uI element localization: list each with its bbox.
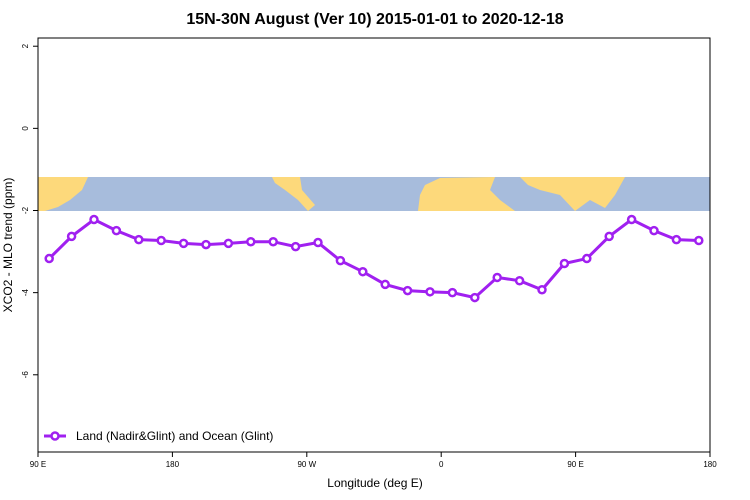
plot-frame	[37, 37, 711, 453]
x-tick-label: 90 E	[30, 460, 46, 469]
map-band	[38, 177, 710, 211]
data-point	[134, 234, 144, 245]
y-tick-label: -6	[21, 371, 30, 379]
data-point	[514, 275, 525, 286]
data-point	[380, 279, 390, 290]
x-tick-label: 90 E	[567, 460, 583, 469]
data-point	[604, 231, 614, 242]
data-point	[246, 236, 256, 247]
data-point	[178, 238, 189, 249]
chart-title: 15N-30N August (Ver 10) 2015-01-01 to 20…	[186, 11, 563, 28]
data-point	[559, 258, 570, 269]
data-point	[402, 285, 413, 296]
data-point	[492, 272, 502, 283]
y-tick-label: -4	[21, 289, 30, 297]
y-tick-label: 0	[21, 126, 30, 131]
data-point	[425, 287, 435, 297]
data-point	[649, 225, 659, 236]
y-tick-label: -2	[21, 206, 30, 214]
data-point	[626, 214, 637, 225]
data-point	[537, 285, 547, 295]
data-point	[44, 253, 54, 264]
data-point	[268, 236, 278, 247]
data-point	[447, 287, 458, 298]
data-point	[335, 255, 346, 266]
legend-marker	[50, 431, 60, 441]
x-tick-label: 90 W	[297, 460, 316, 469]
data-point	[582, 253, 592, 264]
data-point	[156, 235, 166, 246]
data-point	[358, 266, 368, 277]
x-axis-label: Longitude (deg E)	[327, 476, 422, 490]
y-axis-label: XCO2 - MLO trend (ppm)	[1, 178, 15, 313]
x-tick-label: 180	[166, 460, 180, 469]
data-point	[111, 225, 122, 236]
x-tick-label: 180	[703, 460, 717, 469]
data-line	[48, 217, 699, 300]
y-tick-label: 2	[21, 43, 30, 48]
data-point	[671, 234, 682, 245]
data-point	[89, 214, 99, 225]
data-point	[290, 241, 301, 252]
data-point	[223, 238, 234, 249]
data-point	[694, 235, 704, 246]
x-tick-label: 0	[439, 460, 444, 469]
data-point	[201, 239, 211, 250]
legend-label: Land (Nadir&Glint) and Ocean (Glint)	[76, 429, 273, 443]
data-point	[66, 231, 77, 242]
data-point	[470, 292, 480, 303]
data-point	[313, 237, 323, 248]
